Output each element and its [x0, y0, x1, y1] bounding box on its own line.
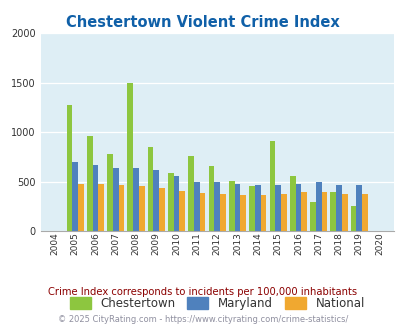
Bar [87, 136, 92, 231]
Bar [139, 186, 144, 231]
Bar [315, 182, 321, 231]
Text: Chestertown Violent Crime Index: Chestertown Violent Crime Index [66, 15, 339, 30]
Bar [208, 166, 214, 231]
Bar [275, 185, 280, 231]
Bar [92, 165, 98, 231]
Bar [194, 182, 199, 231]
Bar [260, 195, 266, 231]
Bar [78, 184, 83, 231]
Legend: Chestertown, Maryland, National: Chestertown, Maryland, National [65, 292, 369, 315]
Bar [199, 193, 205, 231]
Bar [321, 192, 326, 231]
Bar [228, 181, 234, 231]
Bar [113, 168, 118, 231]
Bar [147, 147, 153, 231]
Bar [335, 185, 341, 231]
Bar [118, 185, 124, 231]
Bar [249, 186, 254, 231]
Bar [234, 184, 240, 231]
Bar [127, 82, 133, 231]
Bar [280, 194, 286, 231]
Text: Crime Index corresponds to incidents per 100,000 inhabitants: Crime Index corresponds to incidents per… [48, 287, 357, 297]
Bar [220, 194, 225, 231]
Bar [153, 170, 159, 231]
Bar [240, 195, 245, 231]
Bar [254, 185, 260, 231]
Text: © 2025 CityRating.com - https://www.cityrating.com/crime-statistics/: © 2025 CityRating.com - https://www.city… [58, 315, 347, 324]
Bar [188, 156, 194, 231]
Bar [341, 194, 347, 231]
Bar [330, 192, 335, 231]
Bar [98, 184, 104, 231]
Bar [289, 176, 295, 231]
Bar [269, 141, 275, 231]
Bar [309, 202, 315, 231]
Bar [179, 191, 185, 231]
Bar [168, 173, 173, 231]
Bar [214, 182, 220, 231]
Bar [295, 184, 301, 231]
Bar [350, 206, 356, 231]
Bar [133, 168, 139, 231]
Bar [361, 194, 367, 231]
Bar [72, 162, 78, 231]
Bar [107, 154, 113, 231]
Bar [159, 188, 164, 231]
Bar [356, 185, 361, 231]
Bar [173, 176, 179, 231]
Bar [66, 105, 72, 231]
Bar [301, 192, 306, 231]
